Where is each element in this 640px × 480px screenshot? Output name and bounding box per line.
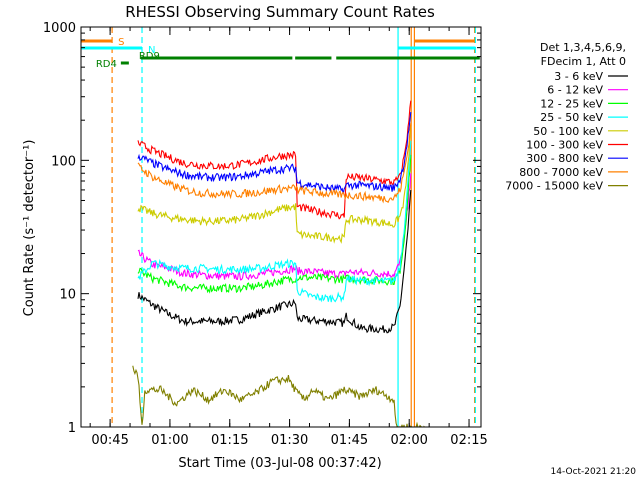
series-line bbox=[132, 365, 428, 427]
legend-entry-label: 50 - 100 keV bbox=[533, 125, 603, 138]
y-tick-label: 1000 bbox=[43, 21, 76, 36]
plot-frame bbox=[80, 26, 482, 428]
x-tick-label: 01:15 bbox=[211, 433, 248, 448]
axes: 1 10 100 1000 00:45 01:00 01:15 01:30 01:45 02:00… bbox=[43, 21, 488, 448]
legend-entry-label: 100 - 300 keV bbox=[526, 139, 603, 152]
legend-entry-label: 800 - 7000 keV bbox=[519, 166, 603, 179]
legend-header: FDecim 1, Att 0 bbox=[541, 55, 626, 68]
y-tick-label: 10 bbox=[59, 288, 76, 303]
status-bar-label: S bbox=[118, 37, 124, 48]
x-tick-label: 01:45 bbox=[331, 433, 368, 448]
series-line bbox=[137, 189, 412, 334]
legend-entry-label: 3 - 6 keV bbox=[554, 70, 603, 83]
x-tick-label: 02:00 bbox=[390, 433, 427, 448]
series-line bbox=[137, 123, 412, 204]
x-tick-label: 00:45 bbox=[91, 433, 128, 448]
x-tick-label: 01:00 bbox=[151, 433, 188, 448]
series-line bbox=[137, 154, 412, 294]
y-axis-title: Count Rate (s⁻¹ detector⁻¹) bbox=[22, 140, 37, 317]
x-tick-label: 02:15 bbox=[450, 433, 487, 448]
y-tick-label: 1 bbox=[68, 421, 76, 436]
series-line bbox=[137, 126, 412, 244]
chart-title: RHESSI Observing Summary Count Rates bbox=[125, 3, 435, 21]
x-tick-label: 01:30 bbox=[271, 433, 308, 448]
y-tick-label: 100 bbox=[51, 154, 76, 169]
x-axis-title: Start Time (03-Jul-08 00:37:42) bbox=[178, 456, 381, 471]
status-bar-label: RD4 bbox=[96, 59, 117, 70]
legend: Det 1,3,4,5,6,9,FDecim 1, Att 0 3 - 6 keV… bbox=[505, 41, 628, 193]
status-bar-label: RD9 bbox=[139, 51, 160, 62]
series-line bbox=[137, 140, 412, 303]
plot-timestamp: 14-Oct-2021 21:20 bbox=[551, 467, 637, 477]
vertical-markers bbox=[111, 27, 477, 427]
legend-header: Det 1,3,4,5,6,9, bbox=[540, 41, 626, 54]
legend-entry-label: 7000 - 15000 keV bbox=[505, 180, 603, 193]
legend-entry-label: 12 - 25 keV bbox=[540, 97, 603, 110]
legend-entry-label: 6 - 12 keV bbox=[547, 84, 603, 97]
series-line bbox=[137, 100, 412, 220]
status-bar-label: N bbox=[148, 45, 155, 56]
series-line bbox=[137, 112, 412, 194]
legend-entry-label: 300 - 800 keV bbox=[526, 152, 603, 165]
series-lines bbox=[132, 100, 428, 427]
legend-entry-label: 25 - 50 keV bbox=[540, 111, 603, 124]
